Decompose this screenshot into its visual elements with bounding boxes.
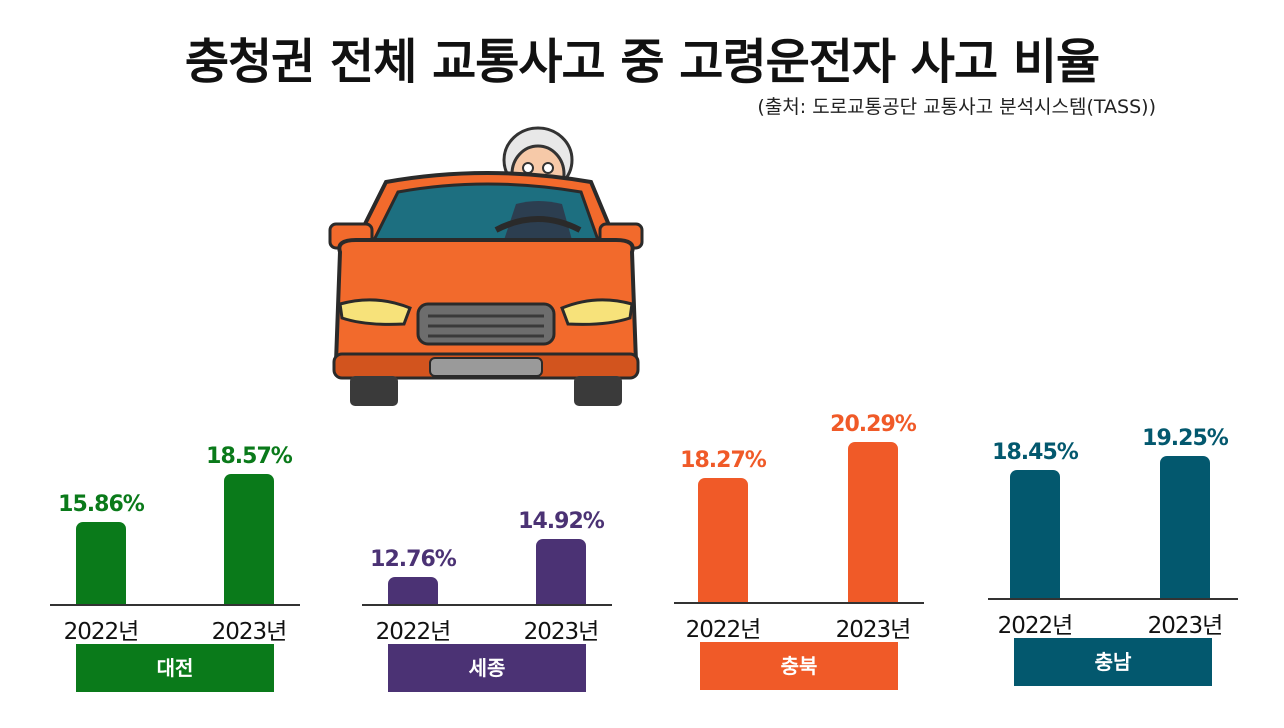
baseline-3 [988,598,1238,600]
value-label-2-0: 18.27% [680,447,767,473]
year-label-2-1: 2023년 [835,617,912,643]
bar-1-1 [536,538,586,604]
baseline-0 [50,604,300,606]
baseline-1 [362,604,612,606]
group-0: 15.86% 2022년 18.57% 2023년 대전 [50,0,310,728]
bar-3-0 [1010,470,1060,598]
value-label-1-1: 14.92% [518,508,605,534]
bar-1-0 [388,576,438,604]
bar-2-0 [698,477,748,602]
value-label-0-0: 15.86% [58,492,145,518]
year-label-3-1: 2023년 [1147,613,1224,639]
source-note: (출처: 도로교통공단 교통사고 분석시스템(TASS)) [757,96,1156,118]
bar-0-0 [76,522,126,604]
region-label-0: 대전 [76,644,274,692]
value-label-1-0: 12.76% [370,546,457,572]
group-3: 18.45% 2022년 19.25% 2023년 충남 [988,0,1248,728]
year-label-1-0: 2022년 [375,619,452,645]
bar-2-1 [848,441,898,602]
year-label-1-1: 2023년 [523,619,600,645]
year-label-2-0: 2022년 [685,617,762,643]
chart-title: 충청권 전체 교통사고 중 고령운전자 사고 비율 [184,34,1100,90]
region-label-1: 세종 [388,644,586,692]
year-label-0-1: 2023년 [211,619,288,645]
bar-0-1 [224,474,274,604]
year-label-3-0: 2022년 [997,613,1074,639]
bar-3-1 [1160,456,1210,598]
value-label-0-1: 18.57% [206,444,293,470]
year-label-0-0: 2022년 [63,619,140,645]
value-label-3-1: 19.25% [1142,426,1229,452]
baseline-2 [674,602,924,604]
value-label-3-0: 18.45% [992,440,1079,466]
region-label-3: 충남 [1014,638,1212,686]
group-1: 12.76% 2022년 14.92% 2023년 세종 [362,0,622,728]
region-label-2: 충북 [700,642,898,690]
group-2: 18.27% 2022년 20.29% 2023년 충북 [674,0,934,728]
value-label-2-1: 20.29% [830,411,917,437]
elderly-driver-car-icon [328,126,644,406]
